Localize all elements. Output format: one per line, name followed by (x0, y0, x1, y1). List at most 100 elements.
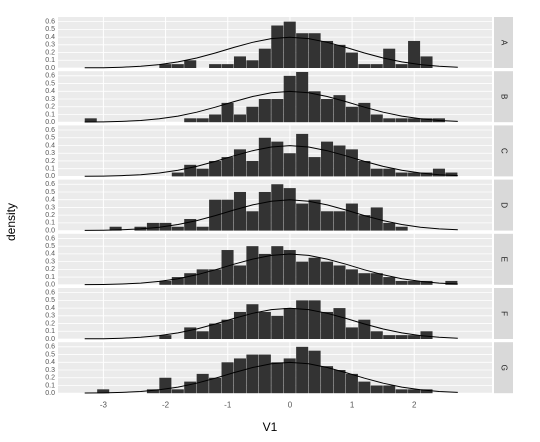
bar (283, 75, 296, 123)
strip-background (494, 71, 513, 123)
y-tick-label: 0.6 (45, 73, 55, 80)
bar (283, 21, 296, 68)
bar (420, 118, 433, 123)
y-tick-label: 0.2 (45, 158, 55, 165)
bar (146, 389, 159, 394)
bar (233, 149, 246, 177)
bar (370, 273, 383, 285)
bar (221, 102, 234, 123)
density-curve (84, 199, 458, 231)
bar (395, 172, 408, 177)
bar (408, 280, 421, 285)
bar (308, 257, 321, 285)
bar (184, 164, 197, 177)
bar (308, 157, 321, 177)
bar (420, 56, 433, 68)
bar (283, 188, 296, 231)
y-tick-label: 0.0 (45, 119, 55, 126)
bar (370, 64, 383, 68)
bar (308, 350, 321, 394)
bar (296, 71, 309, 123)
bar (395, 335, 408, 339)
bar (209, 114, 222, 123)
y-tick-label: 0.1 (45, 274, 55, 281)
strip-label: D (499, 202, 508, 208)
bar (209, 160, 222, 177)
y-tick-label: 0.1 (45, 328, 55, 335)
bar (271, 141, 284, 177)
strip-background (494, 17, 513, 68)
bar (383, 277, 396, 285)
bar (445, 172, 458, 177)
density-curve (84, 307, 458, 340)
bar (159, 64, 172, 68)
y-tick-label: 0.6 (45, 127, 55, 134)
density-curve (84, 90, 458, 123)
bar (196, 331, 209, 339)
y-tick-label: 0.6 (45, 18, 55, 25)
y-tick-label: 0.2 (45, 104, 55, 111)
y-tick-label: 0.5 (45, 135, 55, 142)
y-tick-label: 0.3 (45, 204, 55, 211)
bar (246, 160, 259, 177)
bar (333, 370, 346, 394)
bar (383, 168, 396, 177)
bar (445, 280, 458, 285)
bar (246, 60, 259, 68)
bar (321, 366, 334, 394)
y-tick-label: 0.3 (45, 313, 55, 320)
bar (333, 95, 346, 123)
y-tick-label: 0.1 (45, 111, 55, 118)
bar (420, 280, 433, 285)
y-tick-label: 0.3 (45, 42, 55, 49)
bar (209, 269, 222, 285)
bar (221, 64, 234, 68)
y-tick-label: 0.0 (45, 390, 55, 397)
bar (209, 377, 222, 394)
bar (246, 246, 259, 285)
bar (233, 56, 246, 68)
bar (321, 261, 334, 285)
bar (233, 114, 246, 123)
bar (358, 381, 371, 394)
bar (184, 118, 197, 123)
bar (345, 269, 358, 285)
y-tick-label: 0.5 (45, 189, 55, 196)
strip-label: F (499, 311, 508, 316)
bar (321, 99, 334, 123)
bar (408, 40, 421, 68)
y-tick-label: 0.4 (45, 359, 55, 366)
bar (171, 226, 184, 231)
strip-label: G (499, 365, 508, 371)
bar (345, 373, 358, 394)
bar (408, 172, 421, 177)
y-tick-label: 0.0 (45, 173, 55, 180)
bar (109, 226, 122, 231)
bar (383, 48, 396, 68)
bar (370, 168, 383, 177)
bar (420, 331, 433, 339)
bar (321, 141, 334, 177)
bar (159, 280, 172, 285)
bar (233, 191, 246, 231)
bar (233, 358, 246, 394)
bar (370, 114, 383, 123)
y-tick-label: 0.3 (45, 258, 55, 265)
bar (370, 385, 383, 394)
y-tick-label: 0.3 (45, 96, 55, 103)
bar (308, 33, 321, 68)
bar (171, 64, 184, 68)
strip-label: A (499, 40, 508, 46)
bar (333, 145, 346, 177)
density-curve (84, 145, 458, 177)
bar (159, 335, 172, 339)
bar (246, 304, 259, 339)
bar (308, 300, 321, 339)
bar (358, 273, 371, 285)
bar (209, 323, 222, 339)
bar (296, 261, 309, 285)
y-tick-label: 0.4 (45, 34, 55, 41)
bar (395, 389, 408, 394)
bar (271, 315, 284, 339)
